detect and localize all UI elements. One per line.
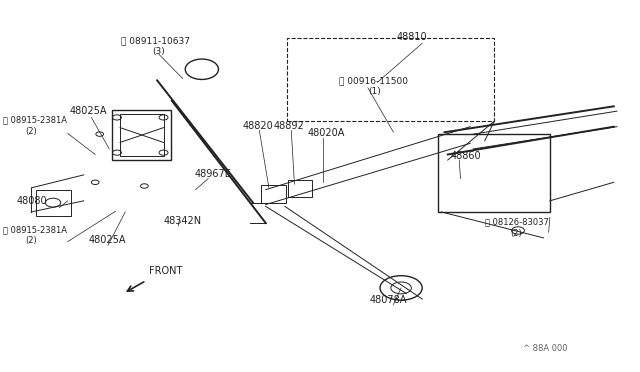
Text: 48080: 48080 bbox=[17, 196, 47, 206]
Text: (2): (2) bbox=[25, 236, 36, 246]
Text: 48025A: 48025A bbox=[89, 235, 126, 245]
Text: Ⓡ 08915-2381A: Ⓡ 08915-2381A bbox=[3, 225, 67, 234]
Text: (2): (2) bbox=[510, 229, 522, 238]
Text: Ⓑ 08126-83037: Ⓑ 08126-83037 bbox=[484, 218, 548, 227]
Text: 48078A: 48078A bbox=[370, 295, 407, 305]
Text: 48810: 48810 bbox=[397, 32, 428, 42]
Bar bbox=[36, 190, 71, 216]
Text: 48342N: 48342N bbox=[164, 216, 202, 226]
Text: (3): (3) bbox=[153, 47, 165, 56]
Text: Ⓝ 08911-10637: Ⓝ 08911-10637 bbox=[121, 36, 189, 45]
Bar bbox=[261, 185, 285, 203]
Bar bbox=[287, 38, 494, 121]
Text: FRONT: FRONT bbox=[149, 266, 182, 276]
Text: ^ 88A 000: ^ 88A 000 bbox=[523, 344, 568, 353]
Bar bbox=[438, 134, 550, 212]
Text: 48020A: 48020A bbox=[307, 128, 344, 138]
Bar bbox=[120, 115, 164, 155]
Text: (2): (2) bbox=[25, 126, 36, 136]
Bar bbox=[113, 110, 172, 160]
Bar bbox=[288, 180, 312, 197]
Text: (1): (1) bbox=[368, 87, 381, 96]
Text: Ⓡ 00916-11500: Ⓡ 00916-11500 bbox=[339, 76, 408, 85]
Text: 48820: 48820 bbox=[242, 121, 273, 131]
Text: Ⓡ 08915-2381A: Ⓡ 08915-2381A bbox=[3, 116, 67, 125]
Text: 48967E: 48967E bbox=[194, 169, 231, 179]
Text: 48892: 48892 bbox=[274, 121, 305, 131]
Text: 48860: 48860 bbox=[451, 151, 481, 161]
Text: 48025A: 48025A bbox=[70, 106, 107, 116]
